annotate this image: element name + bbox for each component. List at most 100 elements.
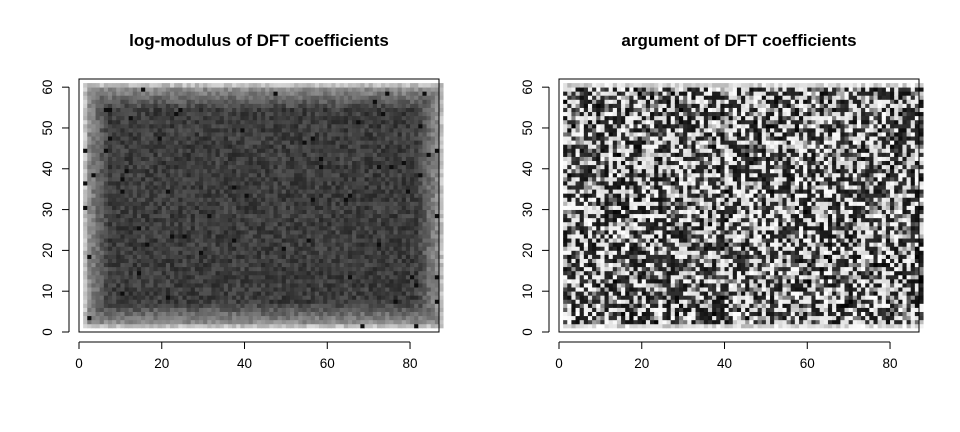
heatmap-cell	[136, 144, 142, 149]
heatmap-cell	[236, 201, 241, 206]
heatmap-cell	[261, 160, 266, 166]
heatmap-cell	[410, 181, 415, 186]
heatmap-cell	[223, 266, 229, 272]
heatmap-cell	[389, 95, 394, 100]
heatmap-cell	[157, 127, 163, 133]
heatmap-cell	[327, 303, 332, 308]
heatmap-cell	[302, 103, 307, 108]
heatmap-cell	[372, 140, 378, 145]
heatmap-cell	[165, 156, 171, 162]
heatmap-cell	[298, 148, 303, 153]
heatmap-cell	[141, 189, 146, 194]
heatmap-cell	[190, 193, 196, 198]
heatmap-cell	[393, 201, 399, 206]
heatmap-cell	[141, 287, 146, 292]
heatmap-cell	[215, 254, 221, 259]
heatmap-cell	[261, 315, 266, 321]
heatmap-cell	[103, 83, 109, 88]
heatmap-cell	[401, 217, 407, 223]
heatmap-cell	[161, 127, 167, 133]
heatmap-cell	[182, 258, 187, 264]
heatmap-cell	[352, 291, 357, 296]
heatmap-cell	[261, 136, 266, 141]
heatmap-cell	[83, 242, 88, 247]
heatmap-cell	[165, 115, 171, 121]
heatmap-cell	[132, 278, 138, 284]
heatmap-cell	[128, 217, 134, 223]
heatmap-cell	[207, 274, 212, 280]
heatmap-cell	[153, 99, 159, 104]
heatmap-cell	[269, 307, 274, 312]
heatmap-cell	[107, 278, 113, 284]
heatmap-cell	[136, 242, 142, 247]
heatmap-cell	[128, 225, 134, 231]
heatmap-cell	[182, 234, 187, 239]
heatmap-cell	[99, 242, 105, 247]
heatmap-cell	[290, 209, 295, 215]
heatmap-cell	[141, 144, 146, 149]
heatmap-cell	[401, 254, 407, 259]
heatmap-cell	[182, 311, 187, 317]
heatmap-cell	[393, 185, 399, 190]
heatmap-cell	[401, 315, 407, 321]
heatmap-cell	[211, 262, 216, 268]
heatmap-cell	[405, 119, 411, 125]
heatmap-cell	[87, 270, 92, 276]
heatmap-cell	[273, 270, 279, 276]
heatmap-cell	[153, 185, 159, 190]
heatmap-cell	[327, 119, 332, 125]
heatmap-cell	[298, 136, 303, 141]
heatmap-cell	[339, 132, 345, 137]
heatmap-cell	[199, 172, 204, 178]
heatmap-cell	[120, 217, 125, 223]
heatmap-cell	[149, 123, 154, 129]
heatmap-cell	[281, 160, 287, 166]
heatmap-cell	[112, 287, 117, 292]
heatmap-cell	[178, 168, 183, 174]
heatmap-cell	[290, 217, 295, 223]
heatmap-cell	[99, 156, 105, 162]
heatmap-cell	[277, 270, 283, 276]
heatmap-cell	[244, 262, 250, 268]
heatmap-cell	[290, 185, 295, 190]
heatmap-cell	[335, 258, 341, 264]
heatmap-cell	[178, 315, 183, 321]
heatmap-cell	[389, 123, 394, 129]
heatmap-cell	[227, 91, 233, 96]
heatmap-cell	[136, 176, 142, 182]
heatmap-cell	[381, 111, 386, 117]
heatmap-cell	[273, 156, 279, 162]
heatmap-cell	[285, 242, 291, 247]
heatmap-cell	[178, 119, 183, 125]
heatmap-cell	[335, 197, 341, 202]
heatmap-cell	[95, 123, 101, 129]
heatmap-cell	[211, 221, 216, 227]
heatmap-cell	[248, 144, 254, 149]
heatmap-cell	[410, 193, 415, 198]
heatmap-cell	[347, 258, 353, 264]
heatmap-cell	[294, 254, 299, 259]
heatmap-cell	[401, 258, 407, 264]
heatmap-cell	[381, 181, 386, 186]
heatmap-cell	[215, 229, 221, 235]
heatmap-cell	[107, 225, 113, 231]
heatmap-cell	[182, 303, 187, 308]
heatmap-cell	[136, 319, 142, 325]
heatmap-cell	[319, 319, 324, 325]
heatmap-cell	[211, 217, 216, 223]
heatmap-cell	[161, 266, 167, 272]
heatmap-cell	[99, 111, 105, 117]
heatmap-cell	[116, 91, 121, 96]
heatmap-cell	[99, 119, 105, 125]
heatmap-cell	[132, 136, 138, 141]
heatmap-cell	[339, 319, 345, 325]
heatmap-cell	[256, 83, 262, 88]
heatmap-cell	[368, 83, 374, 88]
heatmap-cell	[372, 221, 378, 227]
heatmap-cell	[281, 83, 287, 88]
heatmap-cell	[252, 140, 258, 145]
heatmap-cell	[182, 217, 187, 223]
heatmap-cell	[360, 295, 365, 300]
heatmap-cell	[199, 229, 204, 235]
heatmap-cell	[381, 250, 386, 255]
